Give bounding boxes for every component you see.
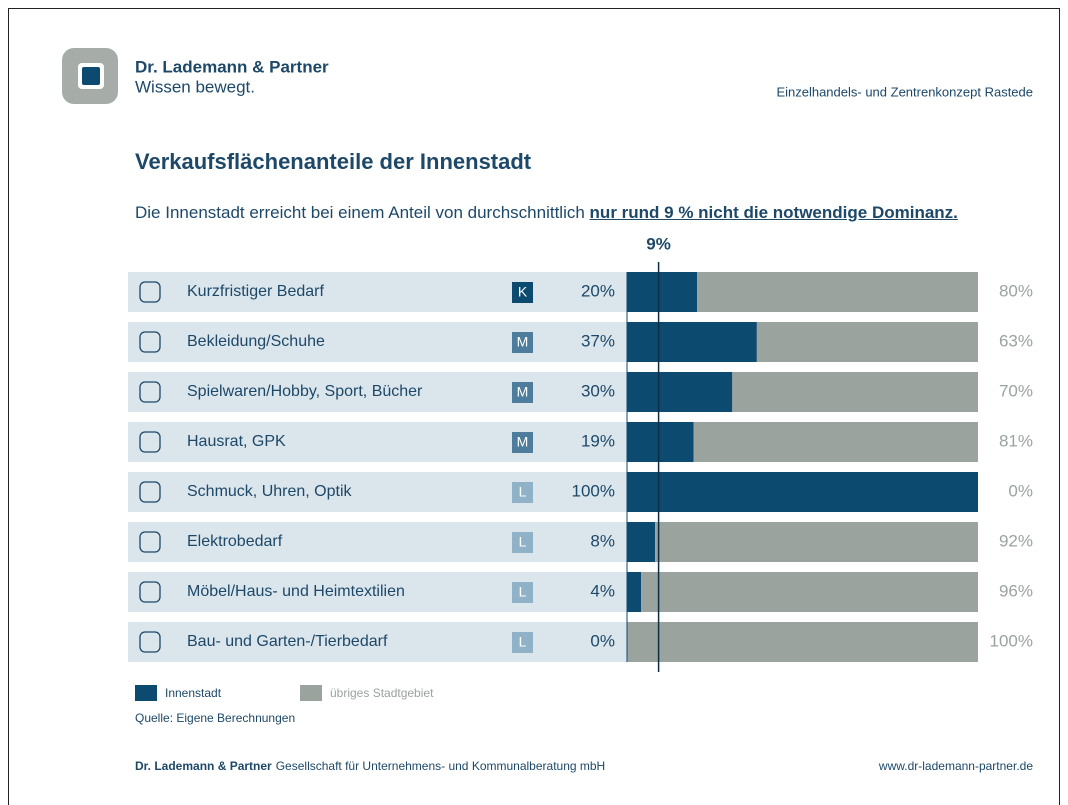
row-band [128, 472, 627, 512]
footer-url: www.dr-lademann-partner.de [878, 759, 1033, 773]
value-label: 8% [590, 531, 615, 550]
value-label: 0% [1008, 481, 1033, 500]
category-icon [139, 581, 161, 603]
subtitle-emphasis: nur rund 9 % nicht die notwendige Domina… [589, 203, 958, 222]
value-label: 70% [999, 381, 1033, 400]
row-band [128, 522, 627, 562]
bar-segment [693, 422, 978, 462]
bar-segment [627, 422, 694, 462]
bar-segment [627, 622, 978, 662]
document-title: Einzelhandels- und Zentrenkonzept Rasted… [776, 84, 1033, 99]
value-label: 19% [581, 431, 615, 450]
bar-segment [627, 572, 642, 612]
value-label: 100% [572, 481, 615, 500]
category-label: Bekleidung/Schuhe [187, 333, 325, 350]
bar-segment [627, 522, 656, 562]
badge [512, 582, 533, 603]
row-band [128, 572, 627, 612]
badge [512, 632, 533, 653]
value-label: 20% [581, 281, 615, 300]
source: Quelle: Eigene Berechnungen [135, 711, 295, 725]
value-label: 80% [999, 281, 1033, 300]
badge-label: L [519, 534, 527, 550]
badge [512, 432, 533, 453]
category-icon [139, 531, 161, 553]
category-icon [139, 331, 161, 353]
bar-segment [655, 522, 978, 562]
reference-label: 9% [646, 234, 671, 253]
value-label: 81% [999, 431, 1033, 450]
logo-core [82, 67, 100, 85]
badge [512, 532, 533, 553]
chart-title: Verkaufsflächenanteile der Innenstadt [135, 149, 532, 174]
category-icon [139, 481, 161, 503]
bar-segment [732, 372, 978, 412]
legend-label: übriges Stadtgebiet [330, 686, 434, 700]
value-label: 92% [999, 531, 1033, 550]
category-icon [139, 381, 161, 403]
subtitle-text: Die Innenstadt erreicht bei einem Anteil… [135, 203, 585, 222]
badge-label: L [519, 584, 527, 600]
value-label: 4% [590, 581, 615, 600]
legend-swatch [135, 685, 157, 701]
row-band [128, 272, 627, 312]
category-label: Hausrat, GPK [187, 433, 286, 450]
slogan: Wissen bewegt. [135, 77, 255, 96]
category-label: Kurzfristiger Bedarf [187, 283, 324, 300]
category-label: Spielwaren/Hobby, Sport, Bücher [187, 383, 423, 400]
bar-segment [756, 322, 978, 362]
badge [512, 382, 533, 403]
subtitle: Die Innenstadt erreicht bei einem Anteil… [135, 201, 1015, 225]
category-label: Elektrobedarf [187, 533, 283, 550]
badge-label: K [518, 284, 528, 300]
row-band [128, 322, 627, 362]
badge-label: L [519, 634, 527, 650]
bar-segment [641, 572, 978, 612]
badge [512, 482, 533, 503]
bar-segment [697, 272, 978, 312]
value-label: 63% [999, 331, 1033, 350]
category-label: Möbel/Haus- und Heimtextilien [187, 583, 405, 600]
badge-label: M [517, 434, 529, 450]
row-band [128, 622, 627, 662]
row-band [128, 422, 627, 462]
badge [512, 332, 533, 353]
value-label: 100% [990, 631, 1033, 650]
row-band [128, 372, 627, 412]
category-icon [139, 431, 161, 453]
value-label: 0% [590, 631, 615, 650]
value-label: 37% [581, 331, 615, 350]
category-label: Schmuck, Uhren, Optik [187, 483, 353, 500]
bar-segment [627, 372, 733, 412]
category-icon [139, 631, 161, 653]
frame [8, 8, 1060, 805]
bar-segment [627, 472, 978, 512]
bar-segment [627, 272, 698, 312]
category-label: Bau- und Garten-/Tierbedarf [187, 633, 388, 650]
value-label: 30% [581, 381, 615, 400]
footer-description: Gesellschaft für Unternehmens- und Kommu… [276, 759, 606, 773]
legend-label: Innenstadt [165, 686, 222, 700]
badge-label: M [517, 384, 529, 400]
badge [512, 282, 533, 303]
footer: Dr. Lademann & Partner Gesellschaft für U… [135, 759, 605, 773]
bar-segment [627, 322, 757, 362]
footer-company: Dr. Lademann & Partner [135, 759, 272, 773]
brand: Dr. Lademann & Partner [135, 57, 329, 76]
value-label: 96% [999, 581, 1033, 600]
category-icon [139, 281, 161, 303]
badge-label: L [519, 484, 527, 500]
legend-swatch [300, 685, 322, 701]
badge-label: M [517, 334, 529, 350]
